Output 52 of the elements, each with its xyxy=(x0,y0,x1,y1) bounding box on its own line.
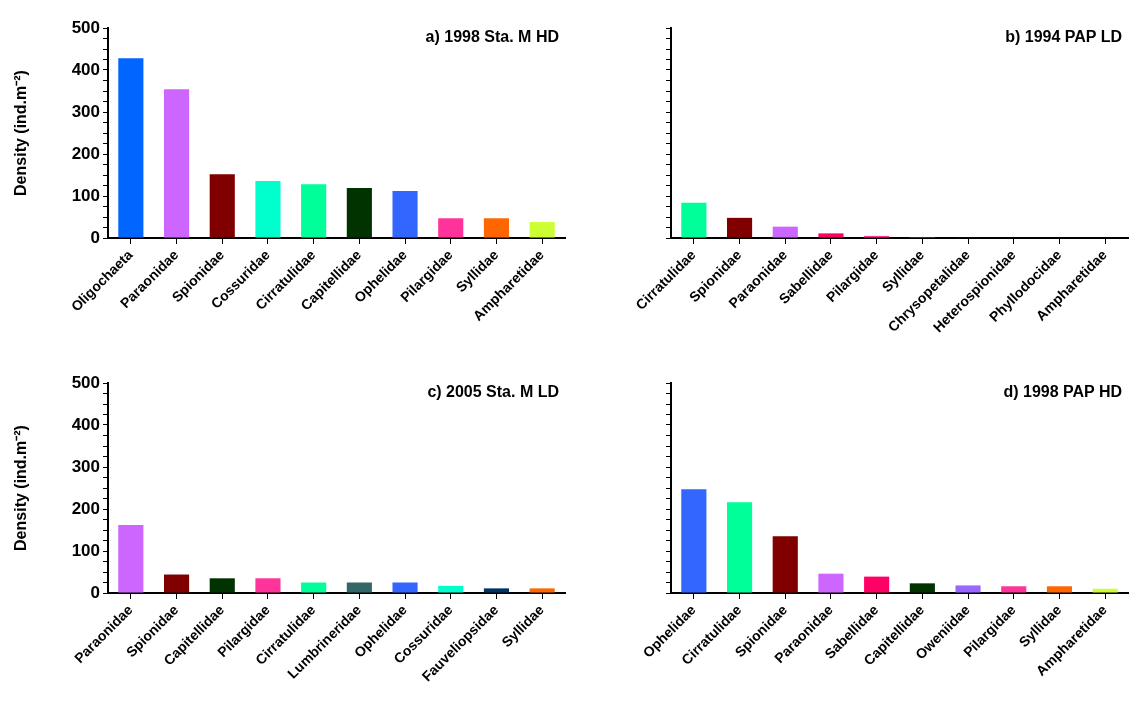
bar xyxy=(681,489,707,593)
bar xyxy=(529,588,555,593)
chart-title: b) 1994 PAP LD xyxy=(1005,28,1122,46)
bar xyxy=(301,184,327,238)
y-tick-label: 100 xyxy=(71,185,100,205)
bar xyxy=(726,502,753,593)
bar xyxy=(163,574,190,593)
bar xyxy=(118,58,144,238)
bar xyxy=(726,217,753,238)
y-axis-title: Density (ind.m⁻²) xyxy=(12,425,30,551)
bar xyxy=(392,190,418,238)
bar xyxy=(118,524,144,593)
bar xyxy=(346,582,372,593)
bar xyxy=(681,202,707,238)
bar xyxy=(301,582,327,593)
bar xyxy=(818,233,844,238)
bar xyxy=(438,218,464,238)
y-tick-label: 300 xyxy=(71,456,100,476)
chart-title: c) 2005 Sta. M LD xyxy=(427,383,559,401)
y-tick-label: 400 xyxy=(71,59,100,79)
bar xyxy=(1046,586,1073,593)
chart-title: d) 1998 PAP HD xyxy=(1003,383,1122,401)
y-tick-label: 300 xyxy=(71,101,100,121)
bar xyxy=(255,180,281,238)
bar xyxy=(1092,588,1118,593)
bar xyxy=(772,226,798,238)
bar xyxy=(955,585,981,593)
bar xyxy=(864,576,890,593)
bar xyxy=(438,585,464,593)
bar xyxy=(483,218,510,238)
bar xyxy=(909,583,935,593)
y-tick-label: 0 xyxy=(90,227,100,247)
y-tick-label: 500 xyxy=(71,372,100,392)
bar xyxy=(163,89,190,238)
y-tick-label: 400 xyxy=(71,414,100,434)
y-tick-label: 200 xyxy=(71,143,100,163)
chart-title: a) 1998 Sta. M HD xyxy=(425,28,559,46)
bar xyxy=(209,578,235,593)
bar xyxy=(529,222,555,238)
bar xyxy=(818,573,844,593)
y-tick-label: 500 xyxy=(71,17,100,37)
y-tick-label: 200 xyxy=(71,498,100,518)
bar xyxy=(209,174,235,238)
bar xyxy=(772,536,798,593)
y-axis-title: Density (ind.m⁻²) xyxy=(12,70,30,196)
bar xyxy=(346,188,372,238)
bar xyxy=(392,582,418,593)
y-tick-label: 0 xyxy=(90,582,100,602)
bar xyxy=(1001,586,1027,593)
y-tick-label: 100 xyxy=(71,540,100,560)
bar xyxy=(483,588,510,593)
bar xyxy=(255,578,281,593)
